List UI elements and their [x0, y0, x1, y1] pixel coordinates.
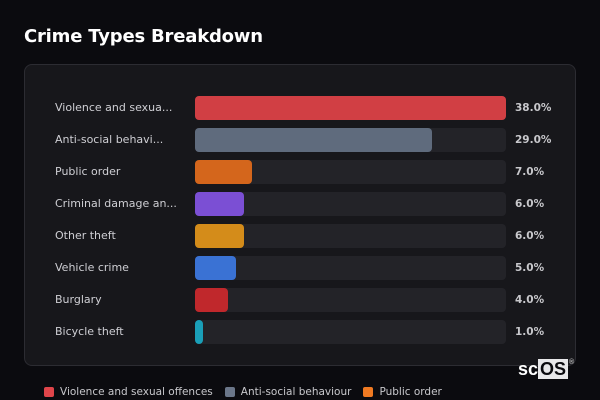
logo-text-sc: sc: [518, 359, 539, 379]
legend-label: Violence and sexual offences: [60, 386, 213, 398]
logo-text-os: OS: [538, 359, 569, 379]
bar[interactable]: [195, 160, 252, 184]
bar-track: [195, 128, 506, 152]
bar-row[interactable]: Criminal damage an... 6.0%: [25, 192, 577, 216]
bar[interactable]: [195, 224, 244, 248]
bar-value: 29.0%: [515, 134, 552, 146]
bar-value: 4.0%: [515, 294, 545, 306]
bar-label: Anti-social behavi...: [55, 133, 164, 146]
bar-value: 6.0%: [515, 230, 545, 242]
bar[interactable]: [195, 320, 203, 344]
legend-label: Public order: [379, 386, 442, 398]
bar-value: 7.0%: [515, 166, 545, 178]
bar-track: [195, 192, 506, 216]
bar[interactable]: [195, 256, 236, 280]
bar-label: Criminal damage an...: [55, 197, 177, 210]
bar[interactable]: [195, 192, 244, 216]
legend-swatch-icon: [224, 387, 235, 397]
bar[interactable]: [195, 128, 432, 152]
bar-value: 6.0%: [515, 198, 545, 210]
chart-card: Violence and sexua... 38.0% Anti-social be…: [24, 64, 576, 366]
bar-label: Bicycle theft: [55, 325, 124, 338]
bar-row[interactable]: Public order 7.0%: [25, 160, 577, 184]
legend-swatch-icon: [44, 387, 54, 397]
bar[interactable]: [195, 96, 506, 120]
bar-track: [195, 224, 506, 248]
bar-row[interactable]: Burglary 4.0%: [25, 288, 577, 312]
legend-item[interactable]: Anti-social behaviour: [224, 386, 352, 398]
bar-label: Public order: [55, 165, 121, 178]
legend: Violence and sexual offences Anti-social …: [44, 386, 442, 398]
bar-label: Vehicle crime: [55, 261, 129, 274]
bar-row[interactable]: Violence and sexua... 38.0%: [25, 96, 577, 120]
bar-track: [195, 288, 506, 312]
legend-swatch-icon: [363, 387, 374, 397]
bar-row[interactable]: Vehicle crime 5.0%: [25, 256, 577, 280]
bar-label: Violence and sexua...: [55, 101, 173, 114]
bar-value: 38.0%: [515, 102, 552, 114]
bar-label: Burglary: [55, 293, 102, 306]
bar-row[interactable]: Bicycle theft 1.0%: [25, 320, 577, 344]
chart-title: Crime Types Breakdown: [24, 26, 263, 47]
bar-track: [195, 320, 506, 344]
bar-track: [195, 160, 506, 184]
bar-value: 5.0%: [515, 262, 545, 274]
scos-logo: sc OS ®: [518, 359, 574, 379]
bar-value: 1.0%: [515, 326, 545, 338]
bar-label: Other theft: [55, 229, 116, 242]
legend-item[interactable]: Public order: [363, 386, 442, 398]
bar-track: [195, 96, 506, 120]
legend-label: Anti-social behaviour: [240, 386, 352, 398]
bar-row[interactable]: Anti-social behavi... 29.0%: [25, 128, 577, 152]
bar[interactable]: [195, 288, 228, 312]
registered-mark-icon: ®: [569, 359, 575, 366]
bar-track: [195, 256, 506, 280]
bar-row[interactable]: Other theft 6.0%: [25, 224, 577, 248]
legend-item[interactable]: Violence and sexual offences: [44, 386, 213, 398]
